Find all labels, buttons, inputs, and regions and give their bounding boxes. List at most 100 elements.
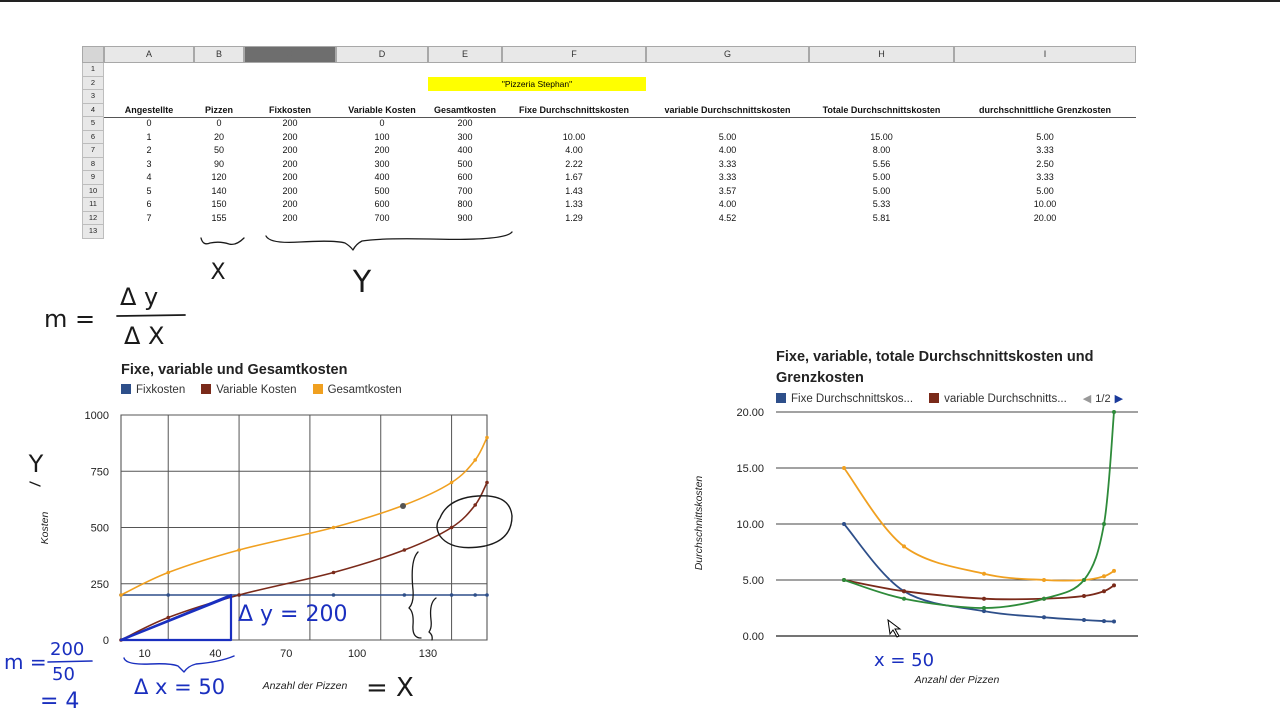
header-cell[interactable]: Totale Durchschnittskosten — [822, 104, 941, 115]
header-cell[interactable]: Variable Kosten — [348, 104, 416, 115]
header-cell[interactable]: Gesamtkosten — [433, 104, 497, 115]
legend-item[interactable]: variable Durchschnitts... — [929, 393, 1067, 405]
header-cell[interactable]: Fixe Durchschnittskosten — [518, 104, 630, 115]
data-cell[interactable]: 3.33 — [718, 158, 737, 169]
data-cell[interactable]: 200 — [457, 118, 473, 128]
header-cell[interactable]: Pizzen — [204, 104, 233, 115]
data-cell[interactable]: 200 — [282, 185, 298, 196]
data-cell[interactable]: 3.33 — [1036, 145, 1054, 155]
column-header-G[interactable]: G — [646, 46, 809, 63]
data-cell[interactable]: 5.00 — [872, 172, 891, 182]
data-cell[interactable]: 155 — [211, 212, 227, 223]
data-cell[interactable]: 200 — [282, 199, 298, 209]
data-cell[interactable]: 400 — [457, 145, 473, 155]
data-cell[interactable]: 0 — [379, 118, 385, 128]
row-header-9[interactable]: 9 — [82, 171, 104, 185]
data-cell[interactable]: 10.00 — [562, 131, 586, 142]
data-cell[interactable]: 3.33 — [1036, 172, 1054, 182]
data-cell[interactable]: 700 — [457, 185, 473, 196]
data-cell[interactable]: 10.00 — [1033, 199, 1057, 209]
column-header-C[interactable]: C — [244, 46, 336, 63]
row-header-7[interactable]: 7 — [82, 144, 104, 158]
data-cell[interactable]: 2.50 — [1036, 158, 1054, 169]
row-header-6[interactable]: 6 — [82, 130, 104, 144]
data-cell[interactable]: 3.57 — [718, 185, 737, 196]
legend-item[interactable]: Fixkosten — [121, 384, 185, 396]
data-cell[interactable]: 3.33 — [718, 172, 737, 182]
row-header-5[interactable]: 5 — [82, 117, 104, 131]
data-cell[interactable]: 20 — [213, 131, 224, 142]
data-cell[interactable]: 90 — [213, 158, 224, 169]
column-header-A[interactable]: A — [104, 46, 194, 63]
data-cell[interactable]: 700 — [374, 212, 390, 223]
legend-next-icon[interactable]: ▶ — [1114, 393, 1124, 405]
row-header-10[interactable]: 10 — [82, 184, 104, 198]
sheet-corner[interactable] — [82, 46, 104, 63]
column-header-H[interactable]: H — [809, 46, 954, 63]
data-cell[interactable]: 5.00 — [718, 131, 737, 142]
data-cell[interactable]: 50 — [213, 145, 224, 155]
column-header-I[interactable]: I — [954, 46, 1136, 63]
data-cell[interactable]: 6 — [146, 199, 152, 209]
data-cell[interactable]: 15.00 — [870, 131, 893, 142]
title-cell[interactable]: "Pizzeria Stephan" — [428, 76, 646, 91]
data-cell[interactable]: 5.56 — [872, 158, 891, 169]
legend-item[interactable]: Gesamtkosten — [312, 384, 402, 396]
column-header-D[interactable]: D — [336, 46, 428, 63]
data-cell[interactable]: 4.52 — [718, 212, 737, 223]
data-cell[interactable]: 400 — [374, 172, 390, 182]
data-cell[interactable]: 5 — [146, 185, 152, 196]
column-header-F[interactable]: F — [502, 46, 646, 63]
column-header-B[interactable]: B — [194, 46, 244, 63]
row-header-11[interactable]: 11 — [82, 198, 104, 212]
data-cell[interactable]: 300 — [457, 131, 473, 142]
data-cell[interactable]: 150 — [211, 199, 227, 209]
data-cell[interactable]: 5.00 — [1036, 131, 1054, 142]
data-cell[interactable]: 1.67 — [565, 172, 583, 182]
data-cell[interactable]: 200 — [282, 158, 298, 169]
data-cell[interactable]: 120 — [211, 172, 227, 182]
data-cell[interactable]: 1 — [146, 131, 152, 142]
data-cell[interactable]: 4.00 — [565, 145, 583, 155]
data-cell[interactable]: 8.00 — [872, 145, 891, 155]
row-header-4[interactable]: 4 — [82, 103, 104, 117]
data-cell[interactable]: 5.81 — [872, 212, 891, 223]
data-cell[interactable]: 5.00 — [872, 185, 891, 196]
data-cell[interactable]: 900 — [457, 212, 473, 223]
data-cell[interactable]: 2 — [146, 145, 152, 155]
data-cell[interactable]: 1.43 — [565, 185, 583, 196]
data-cell[interactable]: 1.33 — [565, 199, 583, 209]
data-cell[interactable]: 500 — [457, 158, 473, 169]
header-cell[interactable]: Fixkosten — [268, 104, 311, 115]
column-header-E[interactable]: E — [428, 46, 502, 63]
row-header-2[interactable]: 2 — [82, 76, 104, 90]
data-cell[interactable]: 800 — [457, 199, 473, 209]
header-cell[interactable]: durchschnittliche Grenzkosten — [978, 104, 1112, 115]
data-cell[interactable]: 200 — [282, 131, 298, 142]
data-cell[interactable]: 1.29 — [565, 212, 583, 223]
data-cell[interactable]: 200 — [374, 145, 390, 155]
data-cell[interactable]: 2.22 — [565, 158, 583, 169]
data-cell[interactable]: 3 — [146, 158, 152, 169]
row-header-3[interactable]: 3 — [82, 90, 104, 104]
data-cell[interactable]: 4.00 — [718, 199, 737, 209]
data-cell[interactable]: 200 — [282, 118, 298, 128]
row-header-1[interactable]: 1 — [82, 63, 104, 77]
header-cell[interactable]: variable Durchschnittskosten — [664, 104, 791, 115]
data-cell[interactable]: 7 — [146, 212, 152, 223]
data-cell[interactable]: 600 — [374, 199, 390, 209]
row-header-13[interactable]: 13 — [82, 225, 104, 239]
data-cell[interactable]: 4.00 — [718, 145, 737, 155]
row-header-12[interactable]: 12 — [82, 211, 104, 225]
data-cell[interactable]: 300 — [374, 158, 390, 169]
data-cell[interactable]: 0 — [146, 118, 152, 128]
header-cell[interactable]: Angestellte — [124, 104, 174, 115]
data-cell[interactable]: 600 — [457, 172, 473, 182]
data-cell[interactable]: 100 — [374, 131, 390, 142]
data-cell[interactable]: 0 — [216, 118, 222, 128]
data-cell[interactable]: 500 — [374, 185, 390, 196]
row-header-8[interactable]: 8 — [82, 157, 104, 171]
data-cell[interactable]: 5.00 — [1036, 185, 1054, 196]
data-cell[interactable]: 5.33 — [872, 199, 891, 209]
legend-item[interactable]: Fixe Durchschnittskos... — [776, 393, 913, 405]
